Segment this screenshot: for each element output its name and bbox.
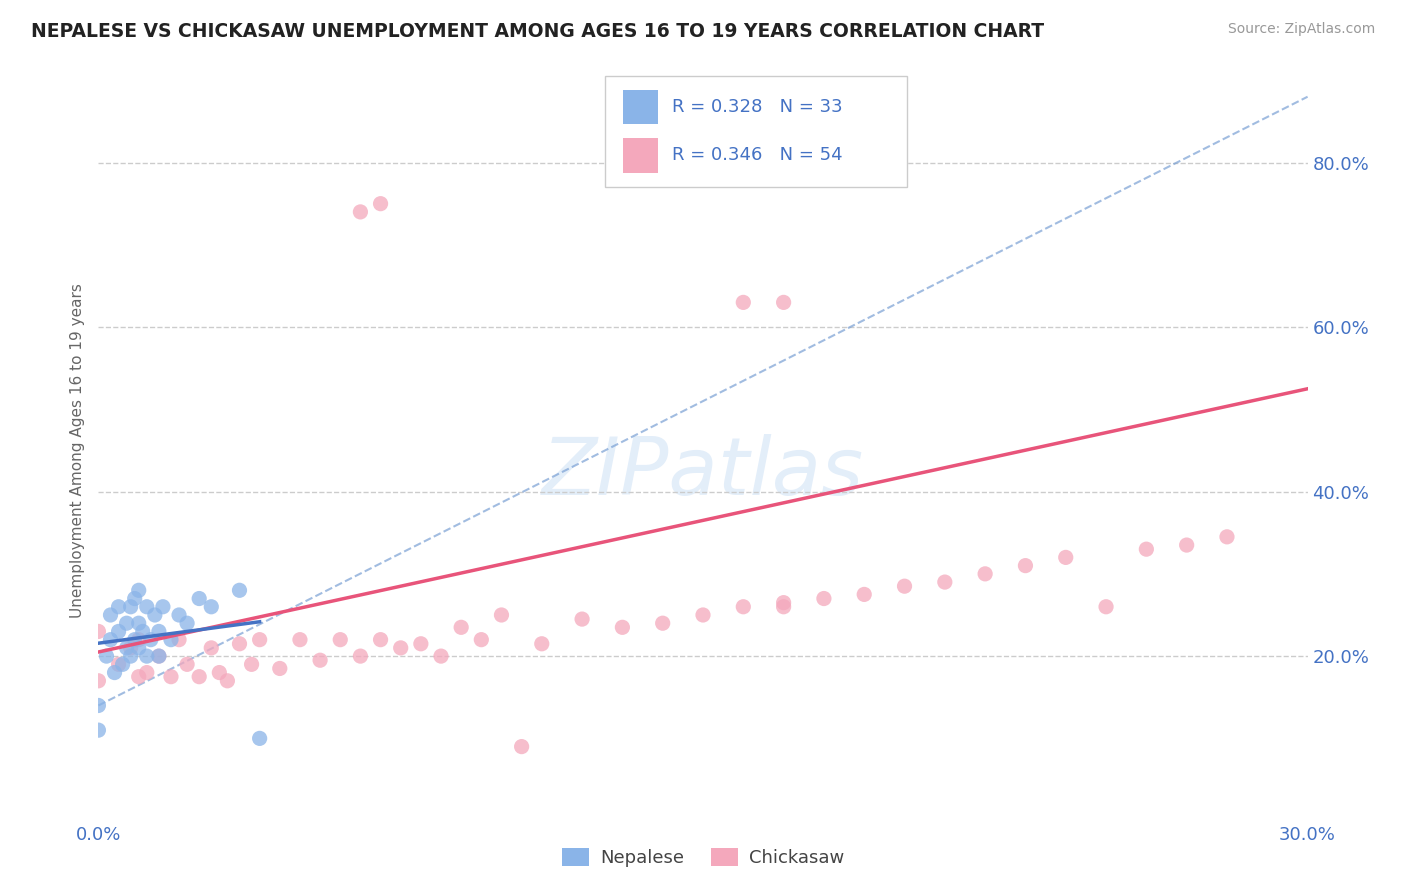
Point — [934, 575, 956, 590]
Point — [772, 599, 794, 614]
Point — [430, 649, 453, 664]
Point — [107, 624, 129, 639]
Point — [188, 670, 211, 684]
Point — [530, 637, 553, 651]
Point — [309, 653, 332, 667]
Point — [651, 616, 673, 631]
Point — [135, 665, 157, 680]
Y-axis label: Unemployment Among Ages 16 to 19 years: Unemployment Among Ages 16 to 19 years — [69, 283, 84, 618]
Point — [1135, 542, 1157, 557]
Point — [115, 616, 138, 631]
Point — [176, 616, 198, 631]
Point — [249, 632, 271, 647]
Point — [1095, 599, 1118, 614]
Point — [148, 649, 170, 664]
Point — [470, 632, 492, 647]
Point — [188, 591, 211, 606]
Point — [148, 624, 170, 639]
Point — [450, 620, 472, 634]
Point — [120, 649, 142, 664]
Point — [288, 632, 311, 647]
Point — [128, 583, 150, 598]
Point — [370, 196, 392, 211]
Point — [160, 670, 183, 684]
Point — [349, 649, 371, 664]
Text: ZIPatlas: ZIPatlas — [541, 434, 865, 512]
Point — [135, 649, 157, 664]
Point — [772, 295, 794, 310]
Point — [115, 640, 138, 655]
Legend: Nepalese, Chickasaw: Nepalese, Chickasaw — [555, 841, 851, 874]
Point — [692, 607, 714, 622]
Point — [217, 673, 239, 688]
Point — [370, 632, 392, 647]
Point — [389, 640, 412, 655]
Point — [733, 295, 755, 310]
Point — [100, 632, 122, 647]
Point — [813, 591, 835, 606]
Point — [1014, 558, 1036, 573]
Point — [167, 607, 190, 622]
Text: R = 0.346   N = 54: R = 0.346 N = 54 — [672, 146, 842, 164]
Point — [176, 657, 198, 672]
Point — [103, 665, 125, 680]
Point — [853, 587, 876, 601]
Point — [167, 632, 190, 647]
Point — [87, 723, 110, 738]
Point — [733, 599, 755, 614]
Point — [228, 583, 250, 598]
Point — [491, 607, 513, 622]
Text: R = 0.328   N = 33: R = 0.328 N = 33 — [672, 98, 842, 116]
Point — [200, 599, 222, 614]
Point — [1175, 538, 1198, 552]
Point — [152, 599, 174, 614]
Point — [974, 566, 997, 581]
Point — [200, 640, 222, 655]
FancyBboxPatch shape — [623, 137, 658, 173]
Point — [1216, 530, 1239, 544]
Point — [120, 599, 142, 614]
Point — [329, 632, 352, 647]
Point — [87, 624, 110, 639]
Point — [132, 624, 155, 639]
Text: NEPALESE VS CHICKASAW UNEMPLOYMENT AMONG AGES 16 TO 19 YEARS CORRELATION CHART: NEPALESE VS CHICKASAW UNEMPLOYMENT AMONG… — [31, 22, 1045, 41]
Point — [510, 739, 533, 754]
Point — [96, 649, 118, 664]
Point — [612, 620, 634, 634]
Point — [107, 599, 129, 614]
Point — [100, 607, 122, 622]
Point — [249, 731, 271, 746]
Point — [772, 596, 794, 610]
Point — [269, 661, 291, 675]
Point — [208, 665, 231, 680]
Point — [1054, 550, 1077, 565]
Point — [128, 632, 150, 647]
Point — [139, 632, 162, 647]
Point — [148, 649, 170, 664]
Point — [111, 657, 134, 672]
Point — [128, 640, 150, 655]
Point — [107, 657, 129, 672]
Point — [228, 637, 250, 651]
Text: Source: ZipAtlas.com: Source: ZipAtlas.com — [1227, 22, 1375, 37]
Point — [409, 637, 432, 651]
Point — [120, 640, 142, 655]
Point — [124, 632, 146, 647]
Point — [87, 698, 110, 713]
Point — [124, 591, 146, 606]
Point — [349, 205, 371, 219]
Point — [160, 632, 183, 647]
Point — [240, 657, 263, 672]
Point — [128, 616, 150, 631]
FancyBboxPatch shape — [623, 89, 658, 124]
Point — [87, 673, 110, 688]
Point — [143, 607, 166, 622]
Point — [135, 599, 157, 614]
Point — [128, 670, 150, 684]
Point — [571, 612, 593, 626]
Point — [893, 579, 915, 593]
